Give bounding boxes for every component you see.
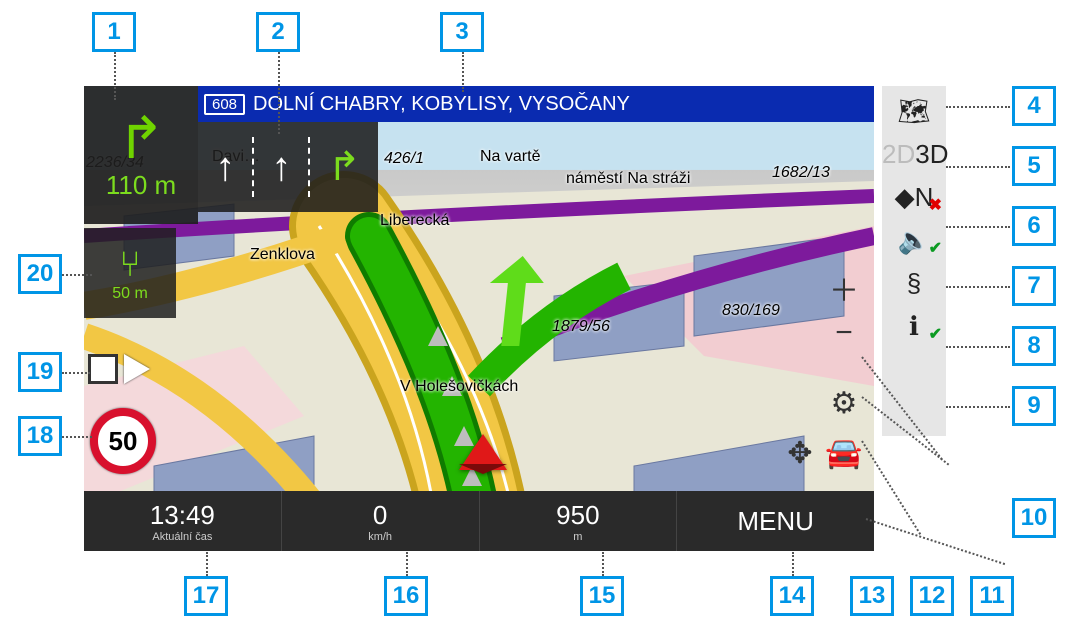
callout-1: 1 bbox=[92, 12, 136, 52]
speed-limit-sign: 50 bbox=[90, 408, 156, 474]
sound-button[interactable]: 🔈 ✔ bbox=[882, 225, 946, 256]
callout-7: 7 bbox=[1012, 266, 1056, 306]
callout-2: 2 bbox=[256, 12, 300, 52]
stop-button[interactable] bbox=[88, 354, 118, 384]
callout-8: 8 bbox=[1012, 326, 1056, 366]
destination-bar[interactable]: 608 DOLNÍ CHABRY, KOBYLISY, VYSOČANY bbox=[198, 86, 874, 122]
compass-icon: ◆N bbox=[895, 182, 934, 212]
compass-button[interactable]: ◆N ✖ bbox=[882, 182, 946, 213]
status-speed[interactable]: 0 km/h bbox=[282, 491, 480, 551]
time-label: Aktuální čas bbox=[152, 531, 212, 543]
callout-4: 4 bbox=[1012, 86, 1056, 126]
road-number-badge: 608 bbox=[204, 94, 245, 115]
callout-20: 20 bbox=[18, 254, 62, 294]
info-icon: ℹ bbox=[909, 311, 919, 341]
map-mode-button[interactable]: 🗺 bbox=[882, 96, 946, 127]
label-liberecka: Liberecká bbox=[380, 212, 449, 230]
pan-button[interactable]: ✥ bbox=[780, 436, 820, 471]
callout-10: 10 bbox=[1012, 498, 1056, 538]
label-zenklova: Zenklova bbox=[250, 246, 315, 264]
primary-turn-panel[interactable]: ↱ 110 m bbox=[84, 86, 198, 224]
vehicle-marker-icon bbox=[459, 434, 507, 470]
sound-icon: 🔈 bbox=[898, 225, 930, 255]
lane-assist-panel: ↑ ↑ ↱ bbox=[198, 122, 378, 212]
callout-15: 15 bbox=[580, 576, 624, 616]
label-1879: 1879/56 bbox=[552, 318, 610, 336]
speed-value: 0 bbox=[373, 500, 387, 531]
label-namesti-na-strazi: náměstí Na stráži bbox=[566, 170, 690, 188]
zoom-in-button[interactable]: ＋ bbox=[824, 266, 864, 310]
fork-icon: ⑂ bbox=[119, 243, 141, 285]
view-3d-label: 3D bbox=[915, 139, 948, 169]
nav-screen: Davi… Na vartě náměstí Na stráži Liberec… bbox=[84, 86, 874, 551]
label-830: 830/169 bbox=[722, 302, 780, 320]
callout-18: 18 bbox=[18, 416, 62, 456]
compass-off-badge: ✖ bbox=[929, 195, 942, 215]
callout-5: 5 bbox=[1012, 146, 1056, 186]
callout-6: 6 bbox=[1012, 206, 1056, 246]
info-on-badge: ✔ bbox=[929, 324, 942, 344]
status-bar: 13:49 Aktuální čas 0 km/h 950 m MENU bbox=[84, 491, 874, 551]
callout-13: 13 bbox=[850, 576, 894, 616]
lane-3-right-icon: ↱ bbox=[327, 144, 361, 190]
menu-label: MENU bbox=[737, 506, 814, 537]
callout-19: 19 bbox=[18, 352, 62, 392]
annotated-screenshot: 1 2 3 4 5 6 7 8 9 10 11 12 13 14 15 16 1… bbox=[0, 0, 1080, 640]
time-value: 13:49 bbox=[150, 500, 215, 531]
secondary-turn-distance: 50 m bbox=[112, 285, 148, 303]
speed-label: km/h bbox=[368, 531, 392, 543]
view-2d-label: 2D bbox=[882, 139, 915, 169]
right-toolbar: 🗺 2D3D ◆N ✖ 🔈 ✔ § ℹ ✔ bbox=[882, 86, 946, 436]
dist-label: m bbox=[573, 531, 582, 543]
callout-17: 17 bbox=[184, 576, 228, 616]
speed-limit-value: 50 bbox=[109, 426, 138, 457]
vehicle-button[interactable]: 🚘 bbox=[824, 436, 864, 471]
label-v-holesovickach: V Holešovičkách bbox=[400, 378, 518, 396]
status-distance[interactable]: 950 m bbox=[480, 491, 678, 551]
callout-9: 9 bbox=[1012, 386, 1056, 426]
label-426: 426/1 bbox=[384, 150, 424, 168]
callout-11: 11 bbox=[970, 576, 1014, 616]
settings-button[interactable]: ⚙ bbox=[824, 386, 864, 421]
label-1682: 1682/13 bbox=[772, 164, 830, 182]
primary-turn-distance: 110 m bbox=[106, 170, 176, 201]
route-button[interactable]: § bbox=[882, 268, 946, 299]
play-button[interactable] bbox=[124, 354, 150, 384]
view-2d3d-button[interactable]: 2D3D bbox=[882, 139, 946, 170]
callout-12: 12 bbox=[910, 576, 954, 616]
sim-controls bbox=[88, 354, 150, 384]
menu-button[interactable]: MENU bbox=[677, 491, 874, 551]
info-button[interactable]: ℹ ✔ bbox=[882, 311, 946, 342]
sound-on-badge: ✔ bbox=[929, 238, 942, 258]
dist-value: 950 bbox=[556, 500, 599, 531]
callout-14: 14 bbox=[770, 576, 814, 616]
callout-3: 3 bbox=[440, 12, 484, 52]
turn-right-icon: ↱ bbox=[117, 110, 166, 168]
zoom-out-button[interactable]: − bbox=[824, 316, 864, 350]
callout-16: 16 bbox=[384, 576, 428, 616]
status-time[interactable]: 13:49 Aktuální čas bbox=[84, 491, 282, 551]
destination-text: DOLNÍ CHABRY, KOBYLISY, VYSOČANY bbox=[253, 93, 630, 116]
secondary-turn-panel[interactable]: ⑂ 50 m bbox=[84, 228, 176, 318]
label-na-varte: Na vartě bbox=[480, 148, 540, 166]
lane-1-straight-icon: ↑ bbox=[215, 145, 235, 190]
lane-2-straight-icon: ↑ bbox=[271, 145, 291, 190]
